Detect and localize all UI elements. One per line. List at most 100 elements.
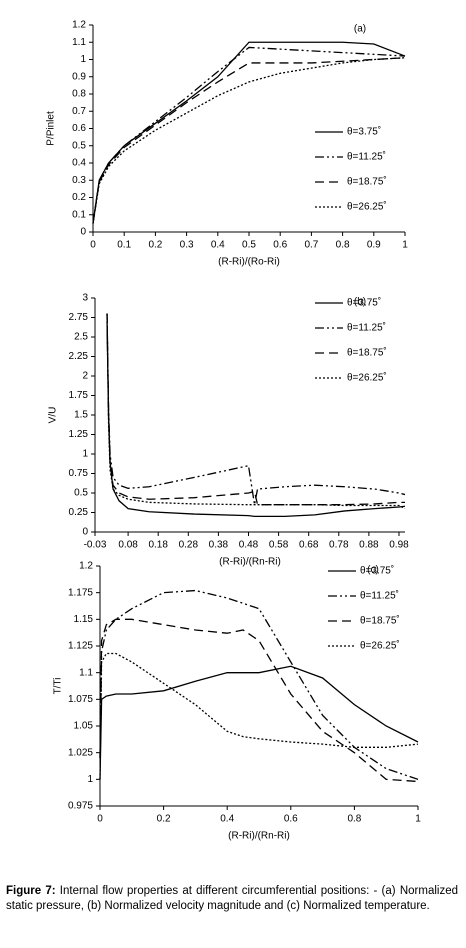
y-tick-label: 0.1 <box>72 209 86 220</box>
legend-label: θ=3.75˚ <box>347 126 381 138</box>
series-line <box>106 321 406 518</box>
x-tick-label: 0.98 <box>389 540 409 551</box>
x-tick-label: 0.6 <box>284 814 298 825</box>
x-tick-label: 0.38 <box>209 540 229 551</box>
y-tick-label: 0.5 <box>74 488 88 499</box>
y-tick-label: 0 <box>80 227 86 238</box>
series-line <box>99 618 419 783</box>
x-axis-label: (R-Ri)/(Rn-Ri) <box>228 831 290 842</box>
legend-label: θ=11.25˚ <box>347 151 386 163</box>
y-axis-label: P/Pinlet <box>46 111 57 146</box>
x-tick-label: 0.6 <box>273 240 287 251</box>
x-axis-label: (R-Ri)/(Rn-Ri) <box>219 557 281 568</box>
y-tick-label: 1 <box>80 54 86 65</box>
x-tick-label: 1 <box>402 240 408 251</box>
y-tick-label: 0.2 <box>72 192 86 203</box>
x-tick-label: 0.28 <box>179 540 199 551</box>
y-tick-label: 1.075 <box>68 694 93 705</box>
y-tick-label: 0.9 <box>72 71 86 82</box>
x-tick-label: 0.8 <box>336 240 350 251</box>
caption-text: Internal flow properties at different ci… <box>6 885 458 912</box>
legend-label: θ=26.25˚ <box>347 201 387 213</box>
panel-label: (a) <box>354 24 366 35</box>
x-tick-label: 0.9 <box>367 240 381 251</box>
x-tick-label: 0.68 <box>299 540 319 551</box>
x-tick-label: 0.08 <box>118 540 138 551</box>
y-tick-label: 2.25 <box>69 351 89 362</box>
series-line <box>92 57 406 224</box>
x-tick-label: 0.2 <box>157 814 171 825</box>
y-tick-label: 1.1 <box>72 37 86 48</box>
y-tick-label: 1.05 <box>74 721 94 732</box>
y-tick-label: 0.975 <box>68 801 93 812</box>
y-tick-label: 1.1 <box>79 667 93 678</box>
y-axis-label: V/U <box>48 407 59 424</box>
y-tick-label: 2.75 <box>69 312 89 323</box>
legend-label: θ=11.25˚ <box>347 322 386 334</box>
y-tick-label: 1.125 <box>68 641 93 652</box>
y-tick-label: 2 <box>82 371 88 382</box>
y-axis-label: T/Ti <box>53 678 64 695</box>
y-tick-label: 0 <box>82 527 88 538</box>
x-tick-label: 0.5 <box>242 240 256 251</box>
figure: 0 0.1 0.2 0.3 0.4 0.5 0.6 0.7 0.8 0.9 1 1.1 1.2 0 0.1 0… <box>46 20 422 842</box>
series-line <box>92 46 406 224</box>
y-tick-label: 1.175 <box>68 587 93 598</box>
y-tick-label: 0.3 <box>72 175 86 186</box>
x-tick-label: 0.8 <box>347 814 361 825</box>
y-tick-label: 1.15 <box>74 614 94 625</box>
y-tick-label: 0.4 <box>72 158 86 169</box>
y-tick-label: 1 <box>82 449 88 460</box>
y-tick-label: 0.25 <box>69 507 89 518</box>
x-tick-label: 0 <box>97 814 103 825</box>
x-tick-label: 0.7 <box>304 240 318 251</box>
series-line <box>99 589 419 780</box>
y-tick-label: 2.5 <box>74 332 88 343</box>
y-tick-label: 0.8 <box>72 89 86 100</box>
legend-label: θ=18.75˚ <box>360 615 400 627</box>
y-tick-label: 0.7 <box>72 106 86 117</box>
x-tick-label: 0.78 <box>329 540 349 551</box>
x-tick-label: -0.03 <box>84 540 107 551</box>
x-tick-label: 0.1 <box>117 240 131 251</box>
y-tick-label: 1.75 <box>69 390 89 401</box>
y-tick-label: 0.75 <box>69 468 89 479</box>
y-tick-label: 1 <box>87 774 93 785</box>
legend-label: θ=18.75˚ <box>347 347 387 359</box>
caption-label: Figure 7: <box>6 885 56 897</box>
y-tick-label: 3 <box>82 293 88 304</box>
series-line <box>92 41 406 224</box>
x-tick-label: 0 <box>90 240 96 251</box>
y-tick-label: 0.6 <box>72 123 86 134</box>
series-line <box>92 57 406 224</box>
x-axis-label: (R-Ri)/(Ro-Ri) <box>218 257 280 268</box>
y-tick-label: 1.025 <box>68 747 93 758</box>
x-tick-label: 1 <box>415 814 421 825</box>
panel-label: (c) <box>367 565 379 576</box>
y-tick-label: 1.2 <box>79 561 93 572</box>
x-tick-label: 0.2 <box>148 240 162 251</box>
legend-label: θ=3.75˚ <box>347 297 381 309</box>
series-line <box>99 652 419 780</box>
x-tick-label: 0.18 <box>148 540 168 551</box>
legend-label: θ=26.25˚ <box>360 640 400 652</box>
x-tick-label: 0.4 <box>220 814 234 825</box>
y-tick-label: 1.2 <box>72 20 86 31</box>
series-line <box>106 313 406 505</box>
y-tick-label: 0.5 <box>72 140 86 151</box>
series-line <box>106 313 406 510</box>
x-tick-label: 0.58 <box>269 540 289 551</box>
x-tick-label: 0.4 <box>211 240 225 251</box>
y-tick-label: 1.5 <box>74 410 88 421</box>
series-line <box>99 665 419 780</box>
caption: Figure 7: Internal flow properties at di… <box>6 884 458 914</box>
legend-label: θ=18.75˚ <box>347 176 387 188</box>
x-tick-label: 0.88 <box>359 540 379 551</box>
x-tick-label: 0.3 <box>180 240 194 251</box>
legend-label: θ=11.25˚ <box>360 590 399 602</box>
panel-label: (b) <box>354 297 366 308</box>
x-tick-label: 0.48 <box>239 540 259 551</box>
legend-label: θ=3.75˚ <box>360 565 394 577</box>
y-tick-label: 1.25 <box>69 429 89 440</box>
